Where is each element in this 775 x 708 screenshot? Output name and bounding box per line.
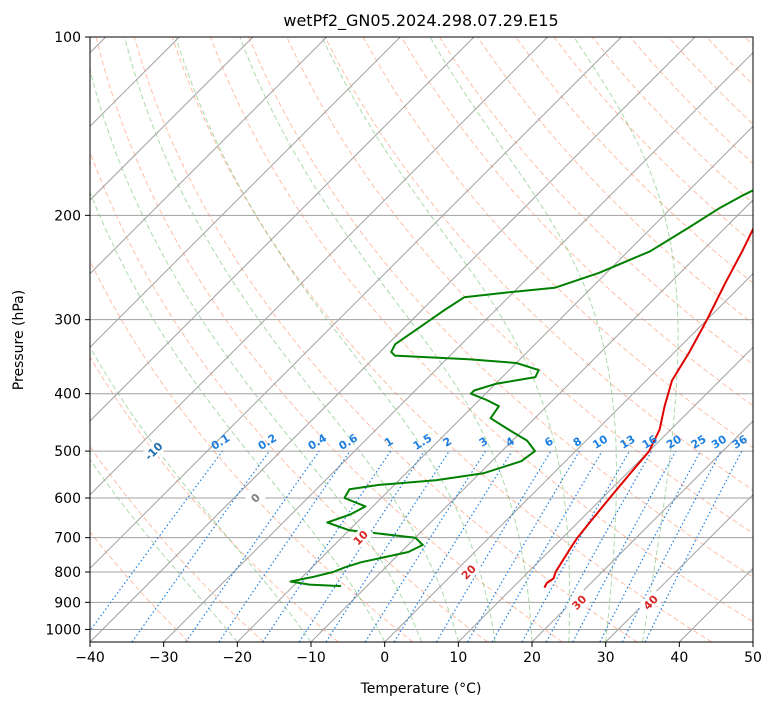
mixing-ratio-line [262,450,392,642]
mixing-ratio-line [131,450,270,642]
isotherm-line [90,37,254,201]
moist-adiabat-line [239,37,533,642]
dry-adiabat-line [90,150,488,642]
isotherm-line [163,51,753,642]
dry-adiabat-line [90,445,264,642]
isotherm-line [531,420,753,642]
mixing-ratio-line [298,450,425,642]
y-axis-label: Pressure (hPa) [11,290,27,390]
dry-adiabat-line [210,37,753,623]
y-axis-ticks: 100 200 300 400 500 600 700 800 900 1000 [45,30,90,638]
x-tick-label: 20 [523,650,541,666]
isotherm-line [90,37,328,275]
moist-adiabats [90,37,679,642]
isotherm-line [90,37,696,642]
y-tick-label: 600 [54,491,81,507]
adiabat-label-bg [565,588,593,616]
mixing-ratio-line [218,450,351,642]
x-tick-label: 50 [744,650,762,666]
moist-adiabat-line [90,458,238,642]
dry-adiabat-line [90,531,190,642]
isotherms [90,37,753,642]
y-tick-label: 300 [54,313,81,329]
isotherm-line [384,272,753,642]
x-tick-label: 40 [670,650,688,666]
x-tick-label: 10 [449,650,467,666]
mixing-ratio-lines [90,450,743,642]
dry-adiabat-line [438,37,753,366]
y-tick-label: 100 [54,30,81,46]
dry-adiabat-line [324,37,753,491]
y-tick-label: 1000 [45,622,81,638]
mixing-ratio-line [644,450,743,642]
y-tick-label: 800 [54,565,81,581]
axes-frame [89,36,754,643]
plot-area: 0.10.20.40.611.52346810131620253036-100-… [90,37,753,642]
adiabat-label-bg [455,558,483,586]
x-axis-label: Temperature (°C) [360,681,482,697]
x-tick-label: −30 [149,650,179,666]
moist-adiabat-line [124,37,459,642]
adiabat-label-bg [241,484,269,512]
mixing-ratio-line [393,450,513,642]
y-tick-label: 200 [54,208,81,224]
mixing-ratio-line [545,450,653,642]
mixing-ratio-line [572,450,677,642]
adiabat-label-bg [140,437,168,465]
moist-adiabat-line [175,37,496,642]
dewpoint-profile-line [289,189,753,588]
dry-adiabat-line [95,37,563,642]
isotherm-line [90,37,475,422]
x-axis-ticks: −40 −30 −20 −10 0 10 20 30 40 50 [75,642,762,666]
adiabat-label-bg [637,588,665,616]
isotherm-line [236,125,753,642]
moist-adiabat-line [90,67,422,642]
isotherm-line [90,37,622,570]
dry-adiabat-line [400,37,753,407]
temperature-profile-line [543,226,753,589]
dry-adiabat-line [171,37,712,642]
x-tick-label: 0 [380,650,389,666]
dry-adiabat-line [515,37,753,284]
isotherm-line [605,493,753,642]
y-tick-label: 900 [54,595,81,611]
x-tick-label: −10 [296,650,326,666]
y-tick-label: 700 [54,531,81,547]
moist-adiabat-line [429,37,617,642]
x-tick-label: 30 [597,650,615,666]
dry-adiabat-line [90,356,339,642]
mixing-ratio-line [521,450,631,642]
moist-adiabat-line [90,190,386,642]
dry-adiabat-line [248,37,753,578]
y-tick-label: 500 [54,444,81,460]
isotherm-line [457,346,753,642]
x-tick-label: −40 [75,650,105,666]
y-tick-label: 400 [54,387,81,403]
mixing-ratio-line [185,450,320,642]
chart-title: wetPf2_GN05.2024.298.07.29.E15 [283,11,558,31]
sounding-profiles [289,189,753,589]
isotherm-line [90,37,549,496]
mixing-ratio-line [90,450,223,632]
adiabat-label-bg [347,524,375,552]
moist-adiabat-line [321,37,571,642]
isotherm-line [90,37,401,349]
x-tick-label: −20 [223,650,253,666]
isotherm-line [310,199,753,642]
mixing-ratio-line [325,450,450,642]
